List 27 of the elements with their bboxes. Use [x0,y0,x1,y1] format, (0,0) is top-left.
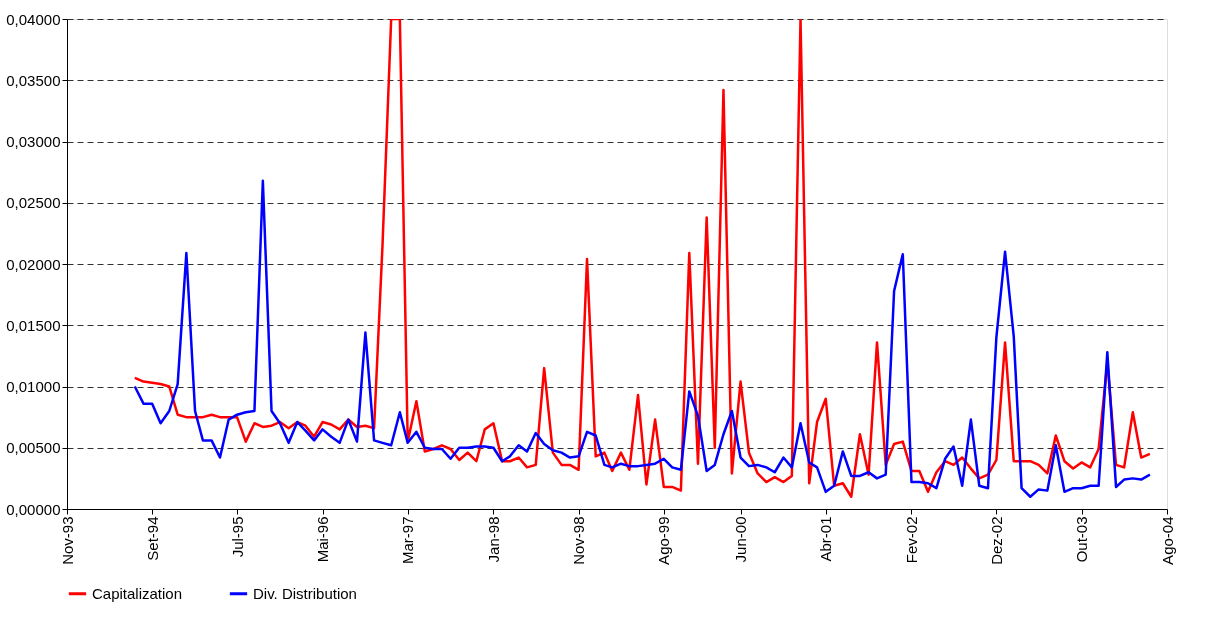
y-tick-label: 0,04000 [6,10,61,28]
y-tick-label: 0,00000 [6,500,61,518]
x-tick-label: Jan-98 [484,516,502,563]
y-tick-label: 0,03000 [6,133,61,150]
y-tick-label: 0,03500 [6,71,61,89]
x-tick-label: Jul-95 [228,516,246,558]
x-tick-label: Ago-04 [1158,516,1176,565]
x-tick-label: Dez-02 [987,516,1005,565]
x-tick-label: Fev-02 [902,516,920,564]
x-tick-label: Mar-97 [399,516,417,565]
x-tick-label: Set-94 [143,516,161,561]
legend-label: Capitalization [92,584,183,602]
x-tick-label: Nov-93 [58,516,76,565]
y-tick-label: 0,01500 [6,316,61,334]
x-tick-label: Ago-99 [655,516,673,565]
y-tick-label: 0,02000 [6,255,61,273]
y-tick-label: 0,01000 [6,378,61,395]
line-series [133,179,1152,498]
y-tick-label: 0,02500 [6,194,61,212]
x-tick-label: Abr-01 [817,516,835,562]
x-tick-label: Jun-00 [732,516,750,563]
legend-label: Div. Distribution [253,584,357,602]
y-tick-label: 0,00500 [6,439,61,457]
line-series [133,19,1152,498]
x-tick-label: Mai-96 [314,516,332,563]
x-tick-label: Out-03 [1073,516,1091,563]
x-tick-label: Nov-98 [570,516,588,565]
